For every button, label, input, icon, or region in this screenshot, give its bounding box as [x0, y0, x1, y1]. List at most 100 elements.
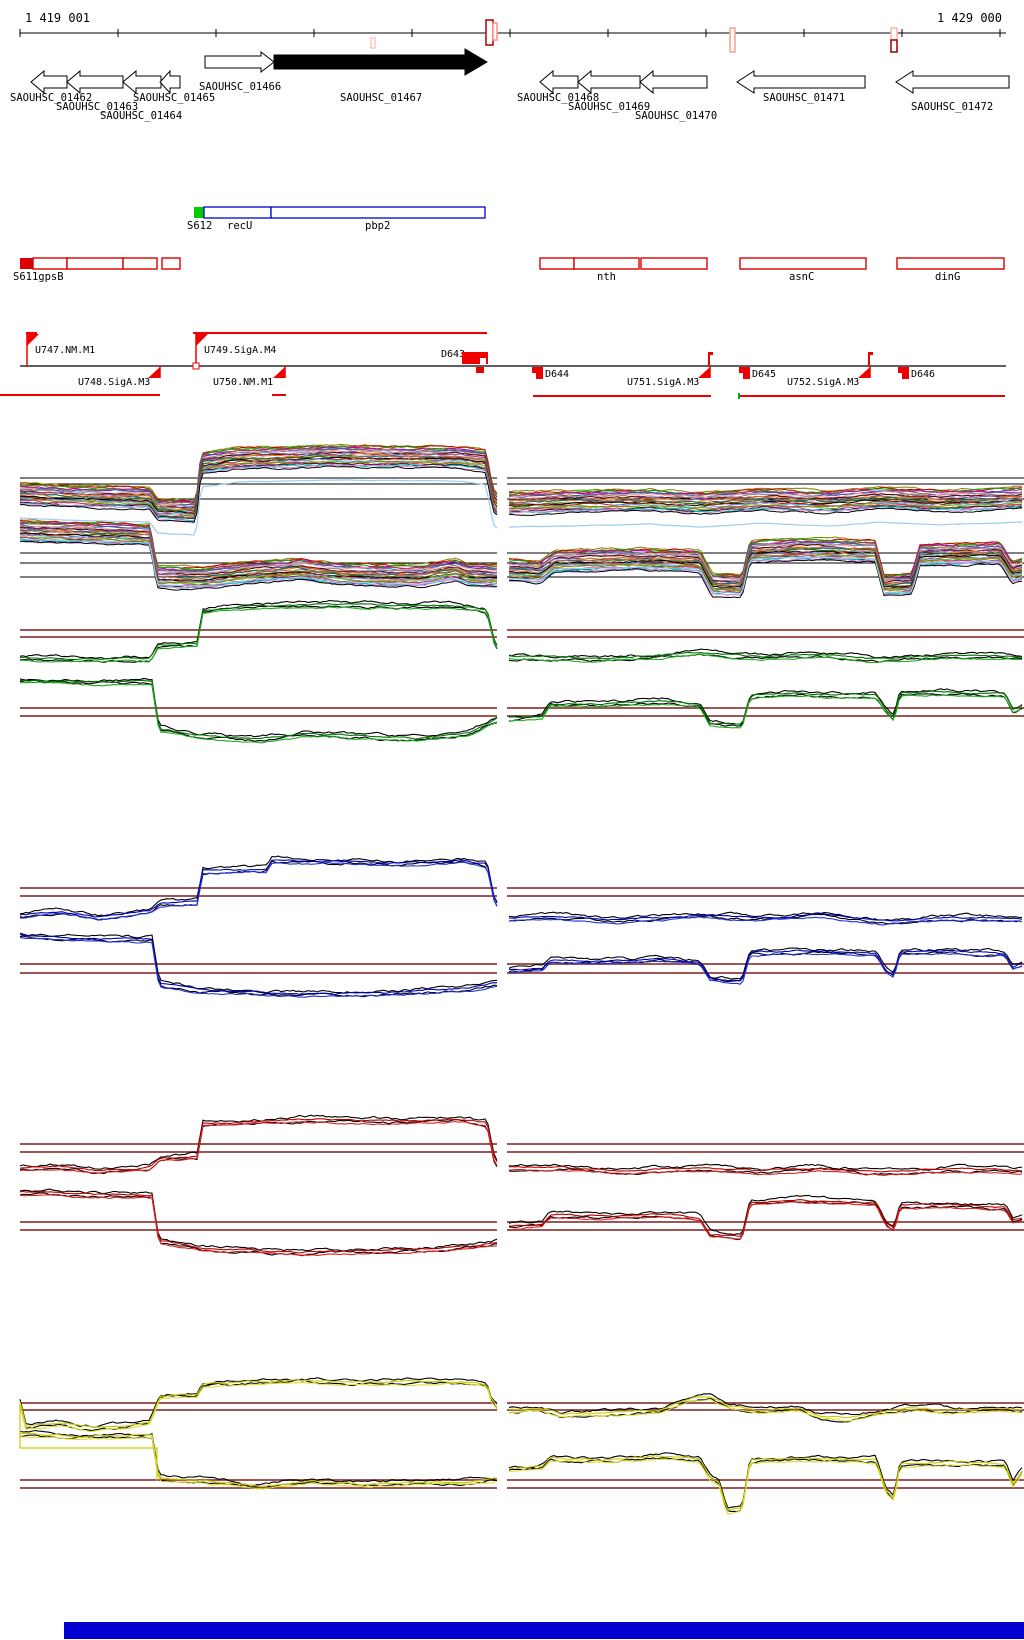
transcript-label: asnC	[789, 271, 814, 283]
transcript-label: S611gpsB	[13, 271, 64, 283]
coverage-trace-cyan	[19, 479, 1023, 536]
flag-label: U752.SigA.M3	[787, 377, 859, 388]
terminator-flag[interactable]	[273, 367, 285, 378]
coverage-trace-bottom	[19, 681, 1023, 744]
gene-label: SAOUHSC_01464	[100, 110, 182, 122]
flag-tick-above	[708, 352, 710, 366]
coverage-trace-top	[19, 1379, 1023, 1431]
green-tick	[738, 393, 740, 399]
gene-label: SAOUHSC_01468	[517, 92, 599, 104]
gene-label: SAOUHSC_01471	[763, 92, 845, 104]
snp-marker[interactable]	[370, 37, 376, 49]
snp-marker[interactable]	[890, 27, 898, 41]
coverage-trace-bottom	[19, 1436, 1023, 1515]
d-feature-notch	[739, 373, 743, 379]
snp-marker[interactable]	[890, 39, 898, 53]
transcript-box[interactable]	[739, 257, 867, 270]
coverage-trace-top	[19, 1379, 1023, 1428]
coverage-trace-bottom	[19, 1194, 1023, 1256]
gene-arrow-saouhsc_01470[interactable]	[639, 69, 708, 95]
gene-label: SAOUHSC_01467	[340, 92, 422, 104]
plot-green-sample-coverage	[19, 599, 1024, 744]
gene-arrow-saouhsc_01466[interactable]	[204, 50, 275, 74]
coverage-trace-top	[19, 1120, 1023, 1176]
gene-arrow-saouhsc_01463[interactable]	[66, 69, 124, 95]
terminator-flag[interactable]	[698, 367, 710, 378]
transcript-box[interactable]	[66, 257, 124, 270]
coverage-trace-top	[19, 447, 1023, 505]
promoter-flag[interactable]	[27, 334, 39, 346]
terminator-flag[interactable]	[148, 367, 160, 378]
plot-blue-sample-coverage	[19, 855, 1024, 998]
coverage-trace-top	[19, 860, 1023, 925]
gene-arrow-saouhsc_01468[interactable]	[539, 69, 579, 95]
coverage-trace-bottom	[19, 1434, 1023, 1513]
d-feature-label: D645	[752, 369, 776, 380]
plot-red-sample-coverage	[19, 1114, 1024, 1257]
coverage-trace-top	[19, 1381, 1023, 1433]
coverage-trace-top	[19, 445, 1023, 503]
promoter-flag[interactable]	[196, 334, 208, 346]
coverage-trace-bottom	[19, 937, 1023, 998]
plot-all-samples-coverage	[19, 443, 1024, 599]
gene-arrow-saouhsc_01465[interactable]	[159, 69, 181, 95]
flag-tick-nub	[868, 352, 873, 355]
coverage-trace-top	[19, 1114, 1023, 1171]
terminator-flag[interactable]	[858, 367, 870, 378]
gene-arrow-saouhsc_01464[interactable]	[122, 69, 162, 95]
transcript-box[interactable]	[640, 257, 708, 270]
gene-arrow-saouhsc_01472[interactable]	[895, 70, 1010, 94]
flag-label: U751.SigA.M3	[627, 377, 699, 388]
coverage-trace-bottom	[19, 679, 1023, 740]
flag-label: U747.NM.M1	[35, 345, 95, 356]
d-feature-notch	[532, 373, 536, 379]
gene-arrow-saouhsc_01469[interactable]	[577, 69, 641, 95]
coverage-trace-top	[19, 606, 1022, 664]
operon-label: pbp2	[365, 220, 390, 232]
transcript-box[interactable]	[122, 257, 158, 270]
gene-label: SAOUHSC_01466	[199, 81, 281, 93]
operon-gene-box[interactable]	[270, 206, 486, 219]
d-feature-sub-box	[476, 367, 484, 373]
gene-arrow-saouhsc_01467[interactable]	[273, 48, 488, 76]
flag-base-square	[192, 362, 200, 370]
coverage-trace-bottom	[19, 933, 1023, 995]
coverage-trace-bottom	[19, 1432, 1023, 1511]
d-feature-box[interactable]	[532, 367, 543, 379]
coverage-trace-bottom	[19, 524, 1023, 580]
operon-label: recU	[227, 220, 252, 232]
coverage-trace-top	[19, 855, 1023, 921]
bottom-scrollbar[interactable]	[64, 1622, 1024, 1639]
gene-label: SAOUHSC_01470	[635, 110, 717, 122]
transcript-box[interactable]	[896, 257, 1005, 270]
transcript-box[interactable]	[161, 257, 181, 270]
s612-marker[interactable]	[194, 207, 204, 218]
coverage-trace-top	[19, 462, 1023, 519]
ruler-end-coordinate: 1 429 000	[937, 11, 1002, 25]
flag-label: U750.NM.M1	[213, 377, 273, 388]
coverage-trace-bottom	[19, 536, 1023, 592]
d-feature-label: D643	[441, 349, 465, 360]
transcript-box[interactable]	[573, 257, 640, 270]
transcript-box[interactable]	[539, 257, 575, 270]
transcript-box[interactable]	[32, 257, 68, 270]
snp-marker[interactable]	[485, 19, 494, 46]
transcript-solid-box[interactable]	[20, 258, 33, 269]
gene-arrow-saouhsc_01471[interactable]	[736, 70, 866, 94]
coverage-trace-bottom	[19, 932, 1023, 994]
flag-label: U749.SigA.M4	[204, 345, 276, 356]
snp-marker[interactable]	[729, 27, 736, 53]
gene-arrow-saouhsc_01462[interactable]	[30, 69, 68, 95]
transcript-label: nth	[597, 271, 616, 283]
d-feature-box[interactable]	[898, 367, 909, 379]
d-feature-label: D646	[911, 369, 935, 380]
gene-label: SAOUHSC_01463	[56, 101, 138, 113]
d-feature-box[interactable]	[739, 367, 750, 379]
coverage-trace-cyan	[20, 538, 1023, 594]
operon-gene-box[interactable]	[203, 206, 272, 219]
snp-marker[interactable]	[492, 22, 498, 41]
coverage-trace-top	[19, 859, 1023, 922]
flag-tick-nub	[708, 352, 713, 355]
plot-yellow-sample-coverage	[19, 1377, 1024, 1515]
